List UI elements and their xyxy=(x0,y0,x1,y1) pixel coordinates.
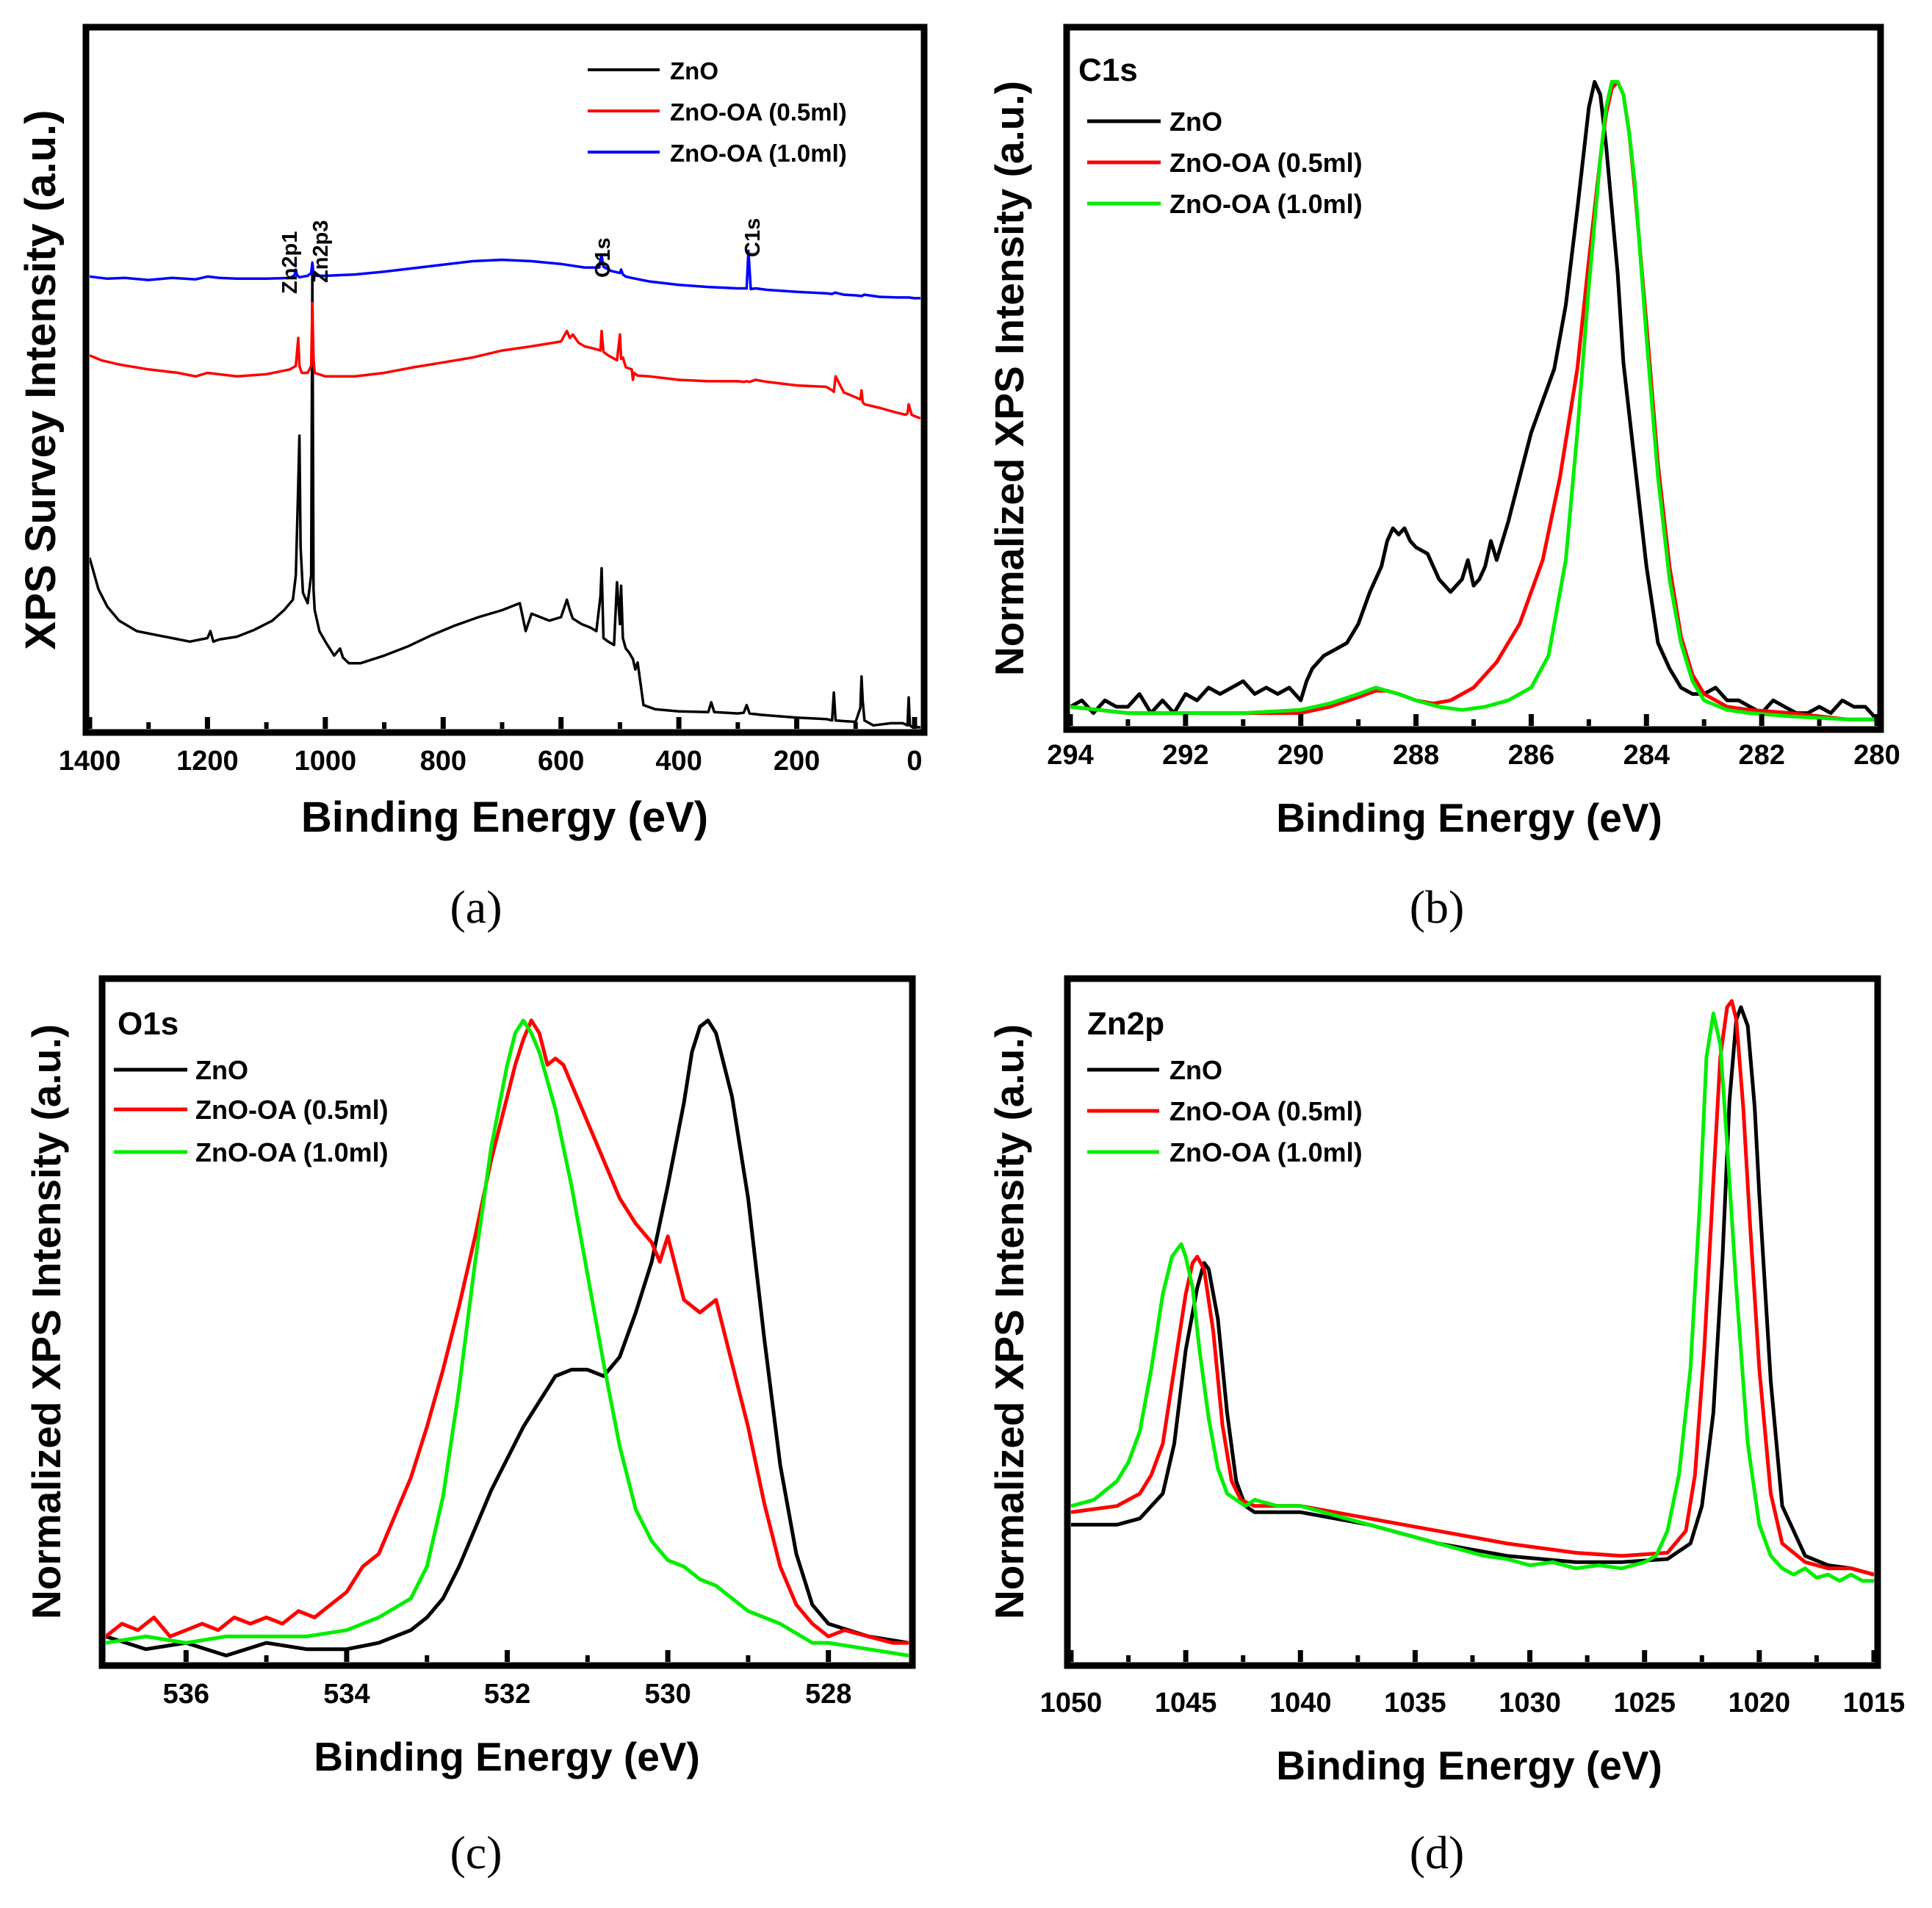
xtick-label-b-0: 294 xyxy=(1047,740,1093,771)
chart-a-legend: ZnO ZnO-OA (0.5ml) ZnO-OA (1.0ml) xyxy=(588,57,847,167)
xtick-label-a-0: 1400 xyxy=(59,746,121,777)
chart-c-ticks: 536 534 532 530 528 xyxy=(163,1650,851,1710)
xtick-label-b-5: 284 xyxy=(1623,740,1670,771)
chart-b-ylabel: Normalized XPS Intensity (a.u.) xyxy=(987,81,1032,676)
legend-b-label-2: ZnO-OA (1.0ml) xyxy=(1169,189,1363,219)
panel-d-caption: (d) xyxy=(1410,1826,1465,1879)
xtick-label-a-4: 600 xyxy=(538,746,584,777)
chart-c-title: O1s xyxy=(118,1006,179,1042)
xtick-label-a-5: 400 xyxy=(655,746,702,777)
xtick-label-b-6: 282 xyxy=(1738,740,1784,771)
panel-c-caption: (c) xyxy=(450,1826,502,1879)
xtick-label-b-1: 292 xyxy=(1162,740,1208,771)
xtick-label-a-1: 1200 xyxy=(176,746,239,777)
xtick-label-b-2: 290 xyxy=(1277,740,1324,771)
chart-d-series xyxy=(1071,999,1874,1583)
annotation-zn2p1: Zn2p1 xyxy=(278,231,302,294)
legend-d-label-1: ZnO-OA (0.5ml) xyxy=(1169,1096,1363,1126)
chart-a-series xyxy=(90,249,920,729)
legend-d-label-2: ZnO-OA (1.0ml) xyxy=(1169,1137,1363,1167)
series-d-0 xyxy=(1071,1005,1874,1577)
series-a-1 xyxy=(90,301,920,420)
chart-c-series xyxy=(106,1018,909,1657)
series-c-1 xyxy=(106,1018,909,1645)
chart-c-frame xyxy=(98,975,916,1669)
xtick-label-d-3: 1035 xyxy=(1384,1688,1446,1718)
series-a-2 xyxy=(90,249,920,300)
chart-a-ticks: 1400 1200 1000 800 600 400 200 0 xyxy=(59,717,923,777)
legend-a-label-0: ZnO xyxy=(670,57,718,84)
xtick-label-a-6: 200 xyxy=(774,746,820,777)
panel-b-caption: (b) xyxy=(1410,881,1465,933)
xtick-label-d-1: 1045 xyxy=(1155,1688,1217,1718)
xtick-label-d-5: 1025 xyxy=(1613,1688,1676,1718)
legend-a-label-1: ZnO-OA (0.5ml) xyxy=(670,98,847,126)
legend-d-label-0: ZnO xyxy=(1169,1055,1222,1085)
chart-b-series xyxy=(1070,79,1877,721)
chart-b-title: C1s xyxy=(1078,52,1138,88)
chart-d-frame xyxy=(1064,975,1881,1669)
panel-c: 536 534 532 530 528 O1s ZnO ZnO-OA (0.5ml) Z… xyxy=(24,975,916,1879)
chart-a-annotations: Zn2p1 Zn2p3 O1s C1s xyxy=(278,218,765,294)
chart-c-legend: ZnO ZnO-OA (0.5ml) ZnO-OA (1.0ml) xyxy=(114,1055,389,1167)
xtick-label-a-2: 1000 xyxy=(295,746,357,777)
chart-a-frame xyxy=(82,24,928,736)
chart-d-xlabel: Binding Energy (eV) xyxy=(1276,1743,1662,1788)
legend-c-label-1: ZnO-OA (0.5ml) xyxy=(195,1095,389,1125)
xtick-label-d-0: 1050 xyxy=(1040,1688,1103,1718)
legend-a-label-2: ZnO-OA (1.0ml) xyxy=(670,140,847,167)
xtick-label-c-2: 532 xyxy=(484,1679,530,1710)
xtick-label-a-3: 800 xyxy=(420,746,466,777)
series-a-0 xyxy=(90,267,920,729)
legend-b-label-1: ZnO-OA (0.5ml) xyxy=(1169,148,1363,178)
xtick-label-d-2: 1040 xyxy=(1269,1688,1332,1718)
annotation-zn2p3: Zn2p3 xyxy=(309,220,333,283)
xtick-label-b-3: 288 xyxy=(1393,740,1439,771)
annotation-o1s: O1s xyxy=(591,237,615,278)
series-b-2 xyxy=(1070,79,1877,721)
xtick-label-d-4: 1030 xyxy=(1499,1688,1561,1718)
xtick-label-a-7: 0 xyxy=(906,746,922,777)
series-c-2 xyxy=(106,1018,909,1657)
series-c-0 xyxy=(106,1018,909,1657)
panel-a-caption: (a) xyxy=(450,881,502,933)
xtick-label-c-4: 528 xyxy=(805,1679,851,1710)
panel-b: 294 292 290 288 286 284 282 280 C1s ZnO ZnO-OA … xyxy=(987,24,1900,933)
xtick-label-b-7: 280 xyxy=(1853,740,1900,771)
chart-b-legend: ZnO ZnO-OA (0.5ml) ZnO-OA (1.0ml) xyxy=(1087,107,1363,219)
chart-c-ylabel: Normalized XPS Intensity (a.u.) xyxy=(24,1024,69,1619)
chart-d-title: Zn2p xyxy=(1087,1006,1164,1042)
annotation-c1s: C1s xyxy=(741,218,765,257)
chart-d-ylabel: Normalized XPS Intensity (a.u.) xyxy=(987,1024,1032,1619)
legend-c-label-0: ZnO xyxy=(195,1055,248,1085)
legend-c-label-2: ZnO-OA (1.0ml) xyxy=(195,1137,389,1167)
chart-c-xlabel: Binding Energy (eV) xyxy=(314,1734,700,1779)
series-d-1 xyxy=(1071,999,1874,1577)
panel-d: 1050 1045 1040 1035 1030 1025 1020 1015 Zn2p Zn… xyxy=(987,975,1906,1879)
legend-b-label-0: ZnO xyxy=(1169,107,1222,137)
chart-b-xlabel: Binding Energy (eV) xyxy=(1276,795,1662,840)
xtick-label-c-0: 536 xyxy=(163,1679,209,1710)
panel-a: 1400 1200 1000 800 600 400 200 0 ZnO ZnO-OA (0.… xyxy=(17,24,928,933)
xtick-label-c-3: 530 xyxy=(644,1679,691,1710)
chart-d-ticks: 1050 1045 1040 1035 1030 1025 1020 1015 xyxy=(1040,1650,1906,1718)
xtick-label-d-7: 1015 xyxy=(1843,1688,1906,1718)
xtick-label-b-4: 286 xyxy=(1508,740,1554,771)
series-b-0 xyxy=(1070,79,1877,721)
chart-a-xlabel: Binding Energy (eV) xyxy=(301,793,708,841)
chart-d-legend: ZnO ZnO-OA (0.5ml) ZnO-OA (1.0ml) xyxy=(1087,1055,1363,1167)
chart-b-ticks: 294 292 290 288 286 284 282 280 xyxy=(1047,714,1900,771)
chart-a-ylabel: XPS Survey Intensity (a.u.) xyxy=(17,110,65,650)
xtick-label-d-6: 1020 xyxy=(1729,1688,1791,1718)
chart-b-frame xyxy=(1063,24,1884,733)
series-d-2 xyxy=(1071,1011,1874,1583)
xtick-label-c-1: 534 xyxy=(323,1679,370,1710)
